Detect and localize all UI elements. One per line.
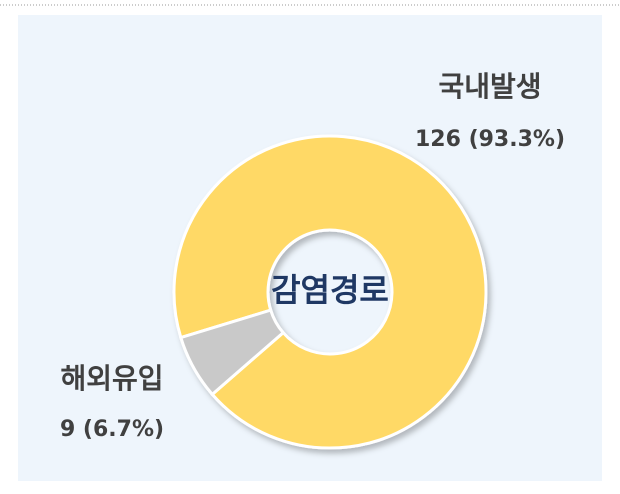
category-label: 해외유입 bbox=[60, 362, 163, 395]
value-label: 126 (93.3%) bbox=[415, 127, 565, 152]
center-label: 감염경로 bbox=[271, 271, 389, 309]
value-label: 9 (6.7%) bbox=[60, 417, 164, 442]
category-label: 국내발생 bbox=[438, 70, 541, 103]
donut bbox=[172, 134, 488, 450]
donut-slice bbox=[172, 134, 488, 450]
donut-slice bbox=[178, 308, 286, 397]
